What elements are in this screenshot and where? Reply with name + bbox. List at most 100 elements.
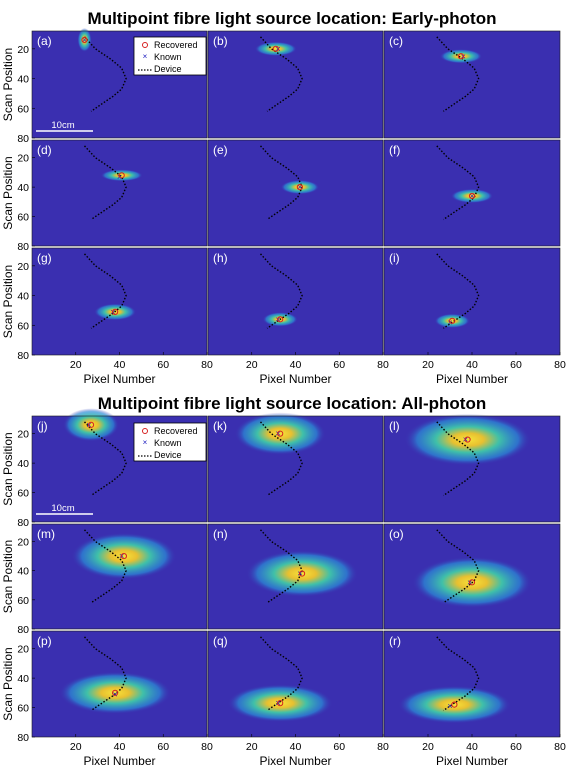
panel-k: ×(k) bbox=[207, 412, 384, 523]
recovered-marker bbox=[298, 570, 306, 577]
y-tick-label: 20 bbox=[17, 644, 29, 656]
scale-bar-label: 10cm bbox=[51, 120, 74, 131]
y-tick-label: 60 bbox=[17, 595, 29, 607]
intensity-blob bbox=[450, 188, 494, 204]
device-curve bbox=[259, 253, 303, 329]
legend-recovered-marker bbox=[142, 428, 148, 434]
x-tick-label: 60 bbox=[510, 359, 522, 371]
panel-r: × (r) 20 40 60 80 Pixel Number bbox=[383, 630, 566, 768]
y-tick-label: 60 bbox=[17, 320, 29, 332]
device-curve bbox=[83, 529, 127, 604]
x-tick-label: 20 bbox=[422, 741, 434, 753]
panel-l: ×(l) bbox=[383, 413, 561, 523]
recovered-marker bbox=[449, 317, 456, 324]
y-tick-label: 20 bbox=[17, 429, 29, 441]
x-tick-label: 80 bbox=[201, 741, 213, 753]
panel-label: (a) bbox=[37, 34, 52, 48]
intensity-blob bbox=[246, 550, 359, 597]
intensity-blob bbox=[100, 169, 143, 182]
y-tick-label: 80 bbox=[17, 517, 29, 529]
known-marker: × bbox=[469, 191, 474, 201]
device-curve bbox=[436, 145, 480, 221]
panel-label: (g) bbox=[37, 251, 52, 265]
x-axis-label: Pixel Number bbox=[436, 372, 508, 386]
panel-background bbox=[384, 248, 560, 355]
legend: Recovered × Known Device bbox=[133, 36, 207, 76]
intensity-blob bbox=[234, 412, 326, 455]
x-axis-label: Pixel Number bbox=[436, 754, 508, 768]
panel-e: × (e) bbox=[207, 139, 384, 247]
panel-label: (f) bbox=[389, 143, 400, 157]
panel-label: (o) bbox=[389, 527, 404, 541]
device-curve bbox=[259, 36, 303, 112]
panel-label: (d) bbox=[37, 143, 52, 157]
device-curve bbox=[83, 145, 127, 221]
panel-c: ×(c) bbox=[383, 30, 561, 139]
y-tick-label: 20 bbox=[17, 537, 29, 549]
recovered-marker bbox=[112, 689, 119, 696]
panel-label: (e) bbox=[213, 143, 228, 157]
panel-background bbox=[32, 140, 207, 246]
x-axis-label: Pixel Number bbox=[83, 372, 155, 386]
x-tick-label: 40 bbox=[466, 741, 478, 753]
x-tick-label: 40 bbox=[290, 359, 302, 371]
intensity-blob bbox=[63, 408, 120, 442]
legend-known-label: Known bbox=[154, 52, 182, 62]
device-curve bbox=[436, 529, 480, 604]
y-tick-label: 40 bbox=[17, 182, 29, 194]
x-tick-label: 80 bbox=[377, 741, 389, 753]
panel-frame bbox=[31, 523, 208, 630]
intensity-blob bbox=[77, 28, 92, 52]
panel-label: (j) bbox=[37, 419, 48, 433]
intensity-blob bbox=[71, 532, 177, 580]
recovered-marker bbox=[464, 436, 471, 443]
panel-label: (i) bbox=[389, 251, 400, 265]
recovered-marker bbox=[277, 700, 284, 707]
panel-label: (n) bbox=[213, 527, 228, 541]
panel-label: (l) bbox=[389, 419, 400, 433]
panel-f: × (f) bbox=[383, 139, 561, 247]
intensity-blob bbox=[254, 41, 297, 56]
intensity-blob bbox=[59, 671, 172, 715]
figure-title-all: Multipoint fibre light source location: … bbox=[98, 394, 486, 413]
x-tick-label: 80 bbox=[554, 359, 566, 371]
intensity-blob bbox=[280, 180, 320, 195]
panel-label: (k) bbox=[213, 419, 227, 433]
x-axis-label: Pixel Number bbox=[259, 372, 331, 386]
legend-box bbox=[133, 422, 207, 462]
y-tick-label: 40 bbox=[17, 673, 29, 685]
panel-frame bbox=[207, 415, 384, 523]
x-axis-label: Pixel Number bbox=[259, 754, 331, 768]
x-tick-label: 20 bbox=[70, 359, 82, 371]
x-tick-label: 60 bbox=[333, 741, 345, 753]
x-tick-label: 60 bbox=[510, 741, 522, 753]
y-tick-label: 80 bbox=[17, 350, 29, 362]
panel-background bbox=[32, 248, 207, 355]
recovered-marker bbox=[468, 579, 476, 586]
panel-frame bbox=[207, 30, 384, 139]
x-tick-label: 40 bbox=[466, 359, 478, 371]
known-marker: × bbox=[297, 182, 302, 192]
y-tick-label: 40 bbox=[17, 566, 29, 578]
intensity-blob bbox=[434, 313, 470, 328]
y-axis-label: Scan Position bbox=[1, 647, 15, 720]
x-tick-label: 20 bbox=[246, 359, 258, 371]
y-tick-label: 20 bbox=[17, 261, 29, 273]
legend-all: Recovered × Known Device bbox=[133, 422, 207, 462]
panel-frame bbox=[207, 630, 384, 738]
panel-frame bbox=[383, 415, 561, 523]
panel-frame bbox=[383, 630, 561, 738]
panel-frame bbox=[383, 139, 561, 247]
panel-frame bbox=[31, 30, 208, 139]
x-tick-label: 40 bbox=[290, 741, 302, 753]
y-tick-label: 80 bbox=[17, 133, 29, 145]
recovered-marker bbox=[120, 552, 127, 560]
panel-label: (q) bbox=[213, 634, 228, 648]
x-tick-label: 80 bbox=[554, 741, 566, 753]
x-tick-label: 20 bbox=[70, 741, 82, 753]
panel-frame bbox=[207, 247, 384, 356]
